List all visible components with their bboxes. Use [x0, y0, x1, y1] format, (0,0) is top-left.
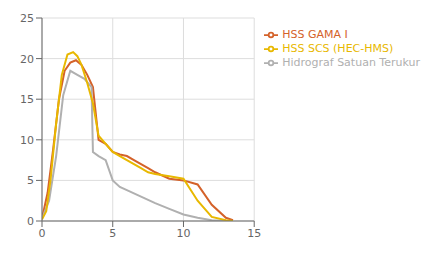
svg-text:0: 0: [27, 215, 34, 228]
html-text:HSS GAMA I: HSS GAMA I: [282, 28, 348, 41]
svg-text:25: 25: [20, 12, 34, 25]
svg-text:15: 15: [20, 93, 34, 106]
html-text:HSS SCS (HEC-HMS): HSS SCS (HEC-HMS): [282, 42, 394, 55]
html-text:Hidrograf Satuan Terukur: Hidrograf Satuan Terukur: [282, 56, 420, 69]
svg-text:5: 5: [109, 227, 116, 240]
svg-text:10: 10: [176, 227, 190, 240]
svg-text:10: 10: [20, 134, 34, 147]
svg-text:0: 0: [39, 227, 46, 240]
svg-text:20: 20: [20, 53, 34, 66]
svg-text:15: 15: [247, 227, 261, 240]
svg-text:5: 5: [27, 174, 34, 187]
